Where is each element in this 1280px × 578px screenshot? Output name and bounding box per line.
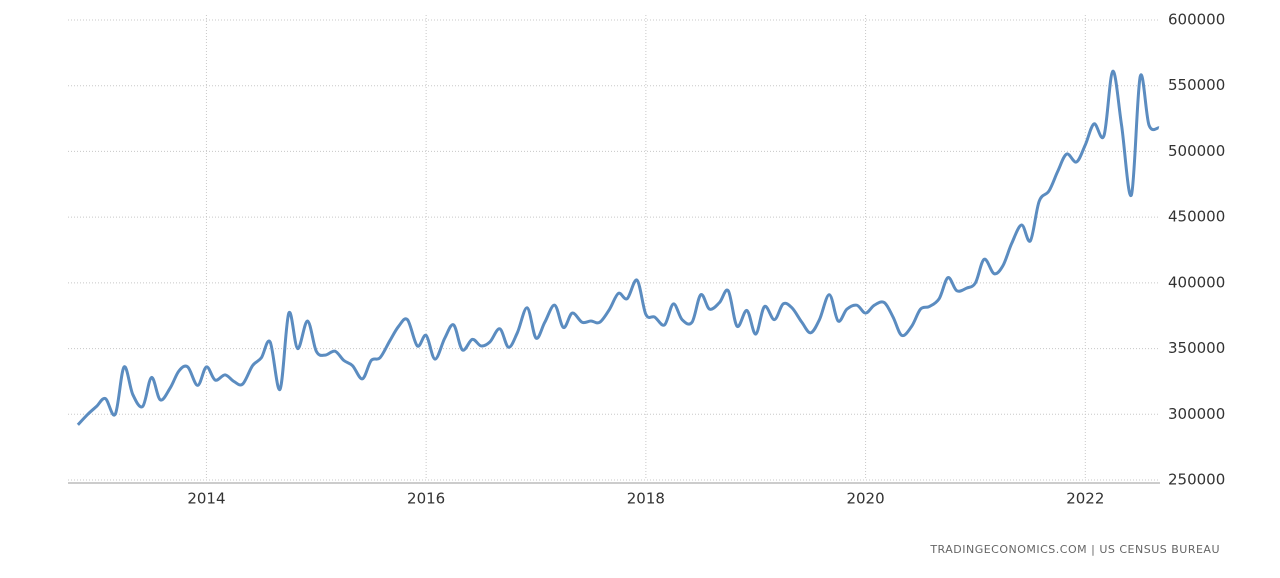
y-tick-label: 350000 <box>1168 339 1225 357</box>
x-tick-label: 2020 <box>846 490 884 508</box>
x-tick-label: 2016 <box>407 490 445 508</box>
source: TRADINGECONOMICS.COM | US CENSUS BUREAU <box>929 543 1220 556</box>
y-tick-label: 250000 <box>1168 471 1225 489</box>
x-tick-label: 2014 <box>187 490 225 508</box>
y-tick-label: 300000 <box>1168 405 1225 423</box>
x-tick-label: 2018 <box>627 490 665 508</box>
y-tick-label: 450000 <box>1168 208 1225 226</box>
y-tick-label: 400000 <box>1168 273 1225 291</box>
y-tick-label: 600000 <box>1168 11 1225 29</box>
y-tick-label: 500000 <box>1168 142 1225 160</box>
data-line <box>76 69 1160 426</box>
y-tick-label: 550000 <box>1168 76 1225 94</box>
x-tick-label: 2022 <box>1066 490 1104 508</box>
